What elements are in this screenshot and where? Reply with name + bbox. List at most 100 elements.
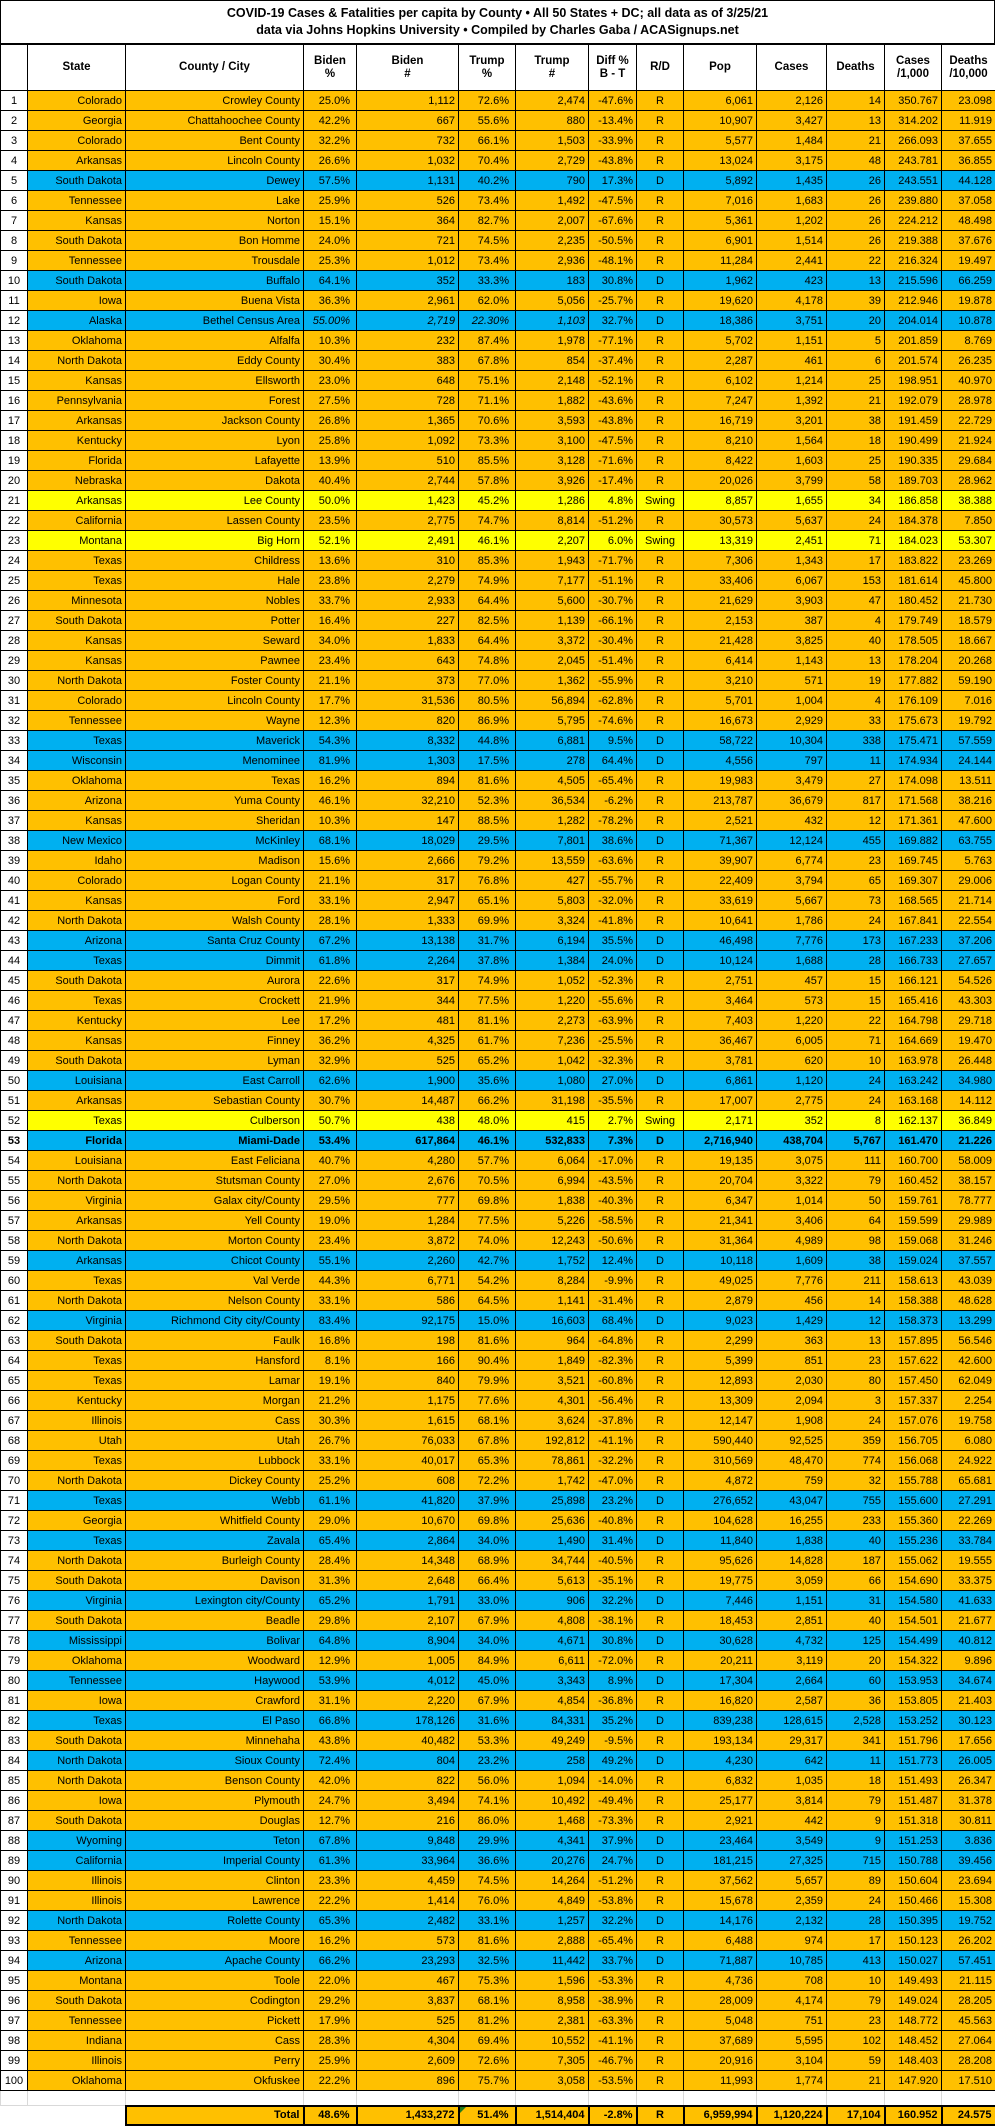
cell-deaths[interactable]: 19 xyxy=(827,671,885,691)
cell-biden-num[interactable]: 9,848 xyxy=(357,1831,459,1851)
cell-trump-num[interactable]: 78,861 xyxy=(516,1451,589,1471)
cell-biden-pct[interactable]: 25.9% xyxy=(304,191,357,211)
cell-biden-num[interactable]: 1,615 xyxy=(357,1411,459,1431)
cell-county[interactable]: Santa Cruz County xyxy=(126,931,304,951)
cell-diff-pct[interactable]: -33.9% xyxy=(589,131,637,151)
cell-biden-pct[interactable]: 66.2% xyxy=(304,1951,357,1971)
cell-biden-pct[interactable]: 23.4% xyxy=(304,651,357,671)
cell-deaths-per-10000[interactable]: 21.730 xyxy=(942,591,995,611)
cell-row-number[interactable]: 94 xyxy=(1,1951,28,1971)
cell-pop[interactable]: 39,907 xyxy=(684,851,757,871)
cell-deaths-per-10000[interactable]: 47.600 xyxy=(942,811,995,831)
cell-county[interactable]: Nelson County xyxy=(126,1291,304,1311)
cell-rd[interactable]: R xyxy=(637,1971,684,1991)
cell-trump-pct[interactable]: 57.7% xyxy=(459,1151,516,1171)
cell-deaths[interactable]: 21 xyxy=(827,131,885,151)
cell-diff-pct[interactable]: 24.7% xyxy=(589,1851,637,1871)
cell-diff-pct[interactable]: -40.3% xyxy=(589,1191,637,1211)
cell-cases-per-1000[interactable]: 239.880 xyxy=(885,191,942,211)
cell-pop[interactable]: 6,901 xyxy=(684,231,757,251)
cell-rd[interactable]: R xyxy=(637,1511,684,1531)
cell-state[interactable]: Georgia xyxy=(28,1511,126,1531)
cell-trump-num[interactable]: 1,978 xyxy=(516,331,589,351)
cell-cases[interactable]: 797 xyxy=(757,751,827,771)
cell-diff-pct[interactable]: -25.5% xyxy=(589,1031,637,1051)
cell-state[interactable]: North Dakota xyxy=(28,1771,126,1791)
cell-biden-num[interactable]: 198 xyxy=(357,1331,459,1351)
cell-state[interactable]: Texas xyxy=(28,951,126,971)
cell-biden-pct[interactable]: 67.8% xyxy=(304,1831,357,1851)
cell-deaths-per-10000[interactable]: 58.009 xyxy=(942,1151,995,1171)
cell-biden-num[interactable]: 804 xyxy=(357,1751,459,1771)
cell-biden-pct[interactable]: 12.9% xyxy=(304,1651,357,1671)
cell-cases[interactable]: 352 xyxy=(757,1111,827,1131)
cell-cases[interactable]: 456 xyxy=(757,1291,827,1311)
cell-trump-pct[interactable]: 65.1% xyxy=(459,891,516,911)
cell-row-number[interactable]: 31 xyxy=(1,691,28,711)
cell-cases[interactable]: 2,030 xyxy=(757,1371,827,1391)
cell-rd[interactable]: R xyxy=(637,651,684,671)
cell-biden-pct[interactable]: 72.4% xyxy=(304,1751,357,1771)
cell-diff-pct[interactable]: -43.8% xyxy=(589,151,637,171)
cell-trump-num[interactable]: 13,559 xyxy=(516,851,589,871)
cell-pop[interactable]: 25,177 xyxy=(684,1791,757,1811)
cell-trump-num[interactable]: 1,490 xyxy=(516,1531,589,1551)
cell-cases[interactable]: 1,514 xyxy=(757,231,827,251)
cell-deaths-per-10000[interactable]: 40.812 xyxy=(942,1631,995,1651)
cell-trump-pct[interactable]: 74.8% xyxy=(459,651,516,671)
cell-trump-pct[interactable]: 67.8% xyxy=(459,1431,516,1451)
cell-biden-pct[interactable]: 29.2% xyxy=(304,1991,357,2011)
cell-state[interactable]: Minnesota xyxy=(28,591,126,611)
cell-biden-pct[interactable]: 64.8% xyxy=(304,1631,357,1651)
cell-biden-num[interactable]: 1,833 xyxy=(357,631,459,651)
cell-biden-pct[interactable]: 17.9% xyxy=(304,2011,357,2031)
cell-cases[interactable]: 759 xyxy=(757,1471,827,1491)
cell-row-number[interactable]: 71 xyxy=(1,1491,28,1511)
cell-biden-num[interactable]: 822 xyxy=(357,1771,459,1791)
cell-pop[interactable]: 6,061 xyxy=(684,91,757,111)
cell-state[interactable]: North Dakota xyxy=(28,351,126,371)
cell-pop[interactable]: 5,892 xyxy=(684,171,757,191)
cell-biden-pct[interactable]: 10.3% xyxy=(304,331,357,351)
cell-state[interactable]: Arizona xyxy=(28,791,126,811)
cell-state[interactable]: South Dakota xyxy=(28,271,126,291)
cell-county[interactable]: Lamar xyxy=(126,1371,304,1391)
cell-biden-pct[interactable]: 61.1% xyxy=(304,1491,357,1511)
cell-deaths[interactable]: 71 xyxy=(827,531,885,551)
cell-rd[interactable]: R xyxy=(637,1231,684,1251)
cell-cases[interactable]: 3,322 xyxy=(757,1171,827,1191)
cell-cases[interactable]: 3,104 xyxy=(757,2051,827,2071)
cell-pop[interactable]: 18,453 xyxy=(684,1611,757,1631)
cell-diff-pct[interactable]: -32.0% xyxy=(589,891,637,911)
cell-rd[interactable]: R xyxy=(637,191,684,211)
cell-cases-per-1000[interactable]: 175.471 xyxy=(885,731,942,751)
cell-cases-per-1000[interactable]: 157.450 xyxy=(885,1371,942,1391)
cell-diff-pct[interactable]: -56.4% xyxy=(589,1391,637,1411)
cell-cases[interactable]: 2,664 xyxy=(757,1671,827,1691)
cell-cases[interactable]: 3,406 xyxy=(757,1211,827,1231)
cell-pop[interactable]: 49,025 xyxy=(684,1271,757,1291)
cell-state[interactable]: Texas xyxy=(28,1711,126,1731)
cell-trump-num[interactable]: 790 xyxy=(516,171,589,191)
cell-state[interactable]: Florida xyxy=(28,451,126,471)
cell-cases-per-1000[interactable]: 150.604 xyxy=(885,1871,942,1891)
cell-cases-per-1000[interactable]: 179.749 xyxy=(885,611,942,631)
cell-biden-num[interactable]: 4,280 xyxy=(357,1151,459,1171)
cell-trump-num[interactable]: 5,226 xyxy=(516,1211,589,1231)
cell-state[interactable]: Texas xyxy=(28,1451,126,1471)
cell-deaths-per-10000[interactable]: 26.235 xyxy=(942,351,995,371)
cell-cases-per-1000[interactable]: 243.551 xyxy=(885,171,942,191)
cell-trump-pct[interactable]: 67.9% xyxy=(459,1691,516,1711)
cell-row-number[interactable]: 28 xyxy=(1,631,28,651)
cell-pop[interactable]: 19,135 xyxy=(684,1151,757,1171)
cell-trump-num[interactable]: 415 xyxy=(516,1111,589,1131)
cell-rd[interactable]: R xyxy=(637,891,684,911)
cell-cases-per-1000[interactable]: 157.337 xyxy=(885,1391,942,1411)
cell-pop[interactable]: 5,048 xyxy=(684,2011,757,2031)
cell-cases-per-1000[interactable]: 163.168 xyxy=(885,1091,942,1111)
cell-diff-pct[interactable]: 7.3% xyxy=(589,1131,637,1151)
cell-biden-num[interactable]: 2,933 xyxy=(357,591,459,611)
cell-cases[interactable]: 708 xyxy=(757,1971,827,1991)
cell-trump-pct[interactable]: 61.7% xyxy=(459,1031,516,1051)
cell-deaths[interactable]: 64 xyxy=(827,1211,885,1231)
